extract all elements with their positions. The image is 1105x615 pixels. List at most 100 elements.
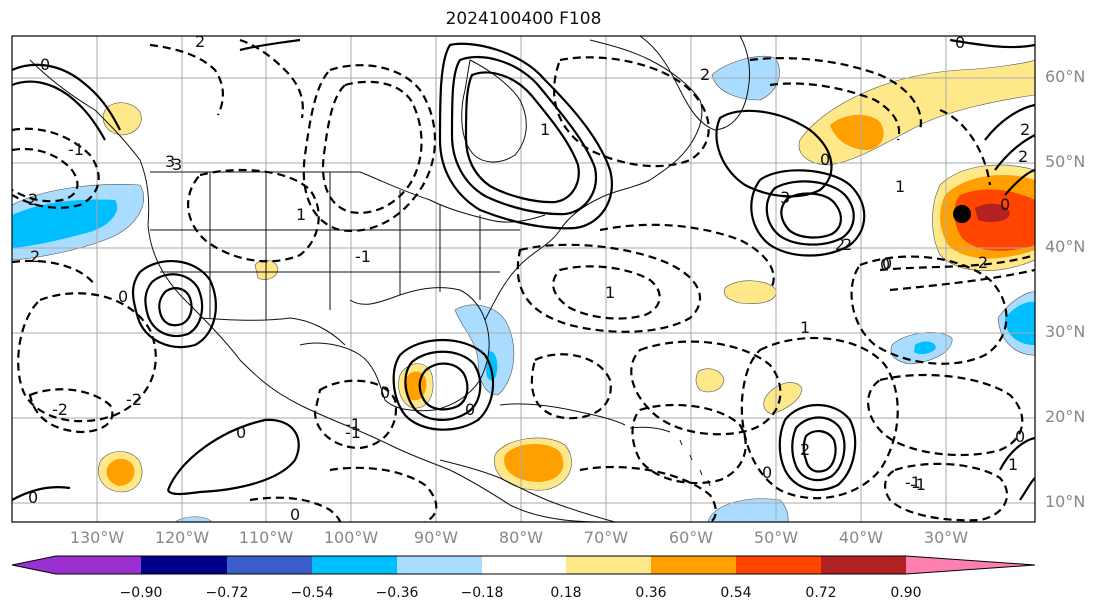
contour-neg [516, 243, 701, 333]
contour-pos [239, 38, 301, 52]
colorbar-bin [141, 556, 227, 574]
colorbar-bin [227, 556, 312, 574]
contour-neg [749, 57, 923, 131]
contour-label: 0 [465, 400, 475, 419]
colorbar-tick: −0.72 [205, 585, 249, 601]
colorbar-outline [11, 555, 1036, 575]
contour-neg [186, 168, 320, 263]
contour-label: 1 [800, 318, 810, 337]
warm-patch-caribbean-core [504, 444, 564, 482]
cool-patch-florida-core [486, 351, 498, 381]
warm-patch-pacific-south-core [106, 458, 135, 486]
warm-patch-mid-south [763, 382, 803, 415]
contour-label: 2 [1020, 120, 1030, 139]
contour-neg [12, 147, 79, 203]
contour-pos [750, 169, 866, 257]
lon-label-30w: 30°W [923, 528, 969, 547]
colorbar-bin [651, 556, 736, 574]
contour-label: -1 [345, 415, 361, 434]
contour-label: 0 [882, 254, 892, 273]
lat-label-10n: 10°N [1045, 492, 1086, 511]
colorbar-tick: 0.54 [720, 585, 752, 601]
lon-label-90w: 90°W [413, 528, 459, 547]
contour-neg [329, 466, 438, 522]
lon-label-70w: 70°W [583, 528, 629, 547]
contour-label: 1 [296, 205, 306, 224]
contour-label: 0 [28, 488, 38, 507]
cool-patch-south [707, 498, 789, 522]
contour-pos [144, 273, 204, 338]
central-america [439, 459, 616, 522]
contour-pos [715, 109, 833, 198]
contour-label: 0 [1000, 195, 1010, 214]
cool-patch-central-atlantic-core [914, 341, 936, 355]
lat-label-20n: 20°N [1045, 407, 1086, 426]
colorbar-low-extension [12, 556, 56, 574]
lon-label-50w: 50°W [753, 528, 799, 547]
contour-label: 0 [1015, 427, 1025, 446]
state-lines-2 [150, 229, 520, 273]
lon-label-110w: 110°W [238, 528, 294, 547]
contour-label: 0 [380, 383, 390, 402]
contour-neg [322, 80, 423, 214]
contour-pos [1004, 168, 1035, 196]
contour-pos [778, 403, 857, 492]
mexico-border [199, 317, 346, 346]
contour-label: 2 [835, 235, 845, 254]
contour-label: -1 [905, 473, 921, 492]
contour-pos [418, 362, 469, 411]
anomaly-shading [12, 55, 1035, 522]
lon-label-40w: 40°W [838, 528, 884, 547]
contour-neg [740, 336, 899, 500]
contour-label: 0 [955, 33, 965, 52]
contour-pos [949, 38, 1035, 49]
contour-neg [579, 465, 717, 522]
warm-patch-bc [102, 102, 142, 136]
colorbar-bin [56, 556, 141, 574]
contour-pos [984, 103, 1035, 141]
contour-neg [850, 255, 1008, 365]
contour-pos [438, 42, 613, 230]
contour-label: 0 [290, 505, 300, 524]
contour-neg [631, 403, 747, 485]
contour-label: 0 [118, 287, 128, 306]
contour-pos [131, 260, 217, 349]
contour-neg [249, 496, 342, 522]
lat-label-60n: 60°N [1045, 67, 1086, 86]
contour-neg [553, 56, 710, 168]
contour-neg [939, 108, 992, 186]
contour-neg [599, 223, 775, 291]
lat-label-40n: 40°N [1045, 237, 1086, 256]
pacific-coast [29, 59, 601, 522]
contour-label: 2 [978, 253, 988, 272]
warm-patch-east-darkred [975, 203, 1010, 222]
contour-label: 1 [605, 283, 615, 302]
colorbar-tick: 0.18 [550, 585, 582, 601]
contour-pos [392, 339, 495, 431]
contour-neg [552, 265, 661, 320]
contour-neg [769, 82, 901, 141]
contour-pos [1019, 477, 1035, 501]
lat-label-50n: 50°N [1045, 152, 1086, 171]
colorbar-tick: 0.90 [890, 585, 922, 601]
contour-label: 2 [28, 190, 38, 209]
contour-label: 0 [236, 423, 246, 442]
contour-neg [12, 259, 96, 286]
colorbar [11, 555, 1036, 575]
colorbar-tick: 0.72 [805, 585, 837, 601]
contour-label: -1 [355, 247, 371, 266]
cuba [499, 403, 626, 426]
contour-label: 2 [195, 32, 205, 51]
contour-pos [464, 71, 580, 204]
warm-patch-north-atlantic-core [830, 114, 884, 150]
colorbar-bin [566, 556, 651, 574]
contour-pos [404, 350, 482, 421]
lon-label-120w: 120°W [154, 528, 210, 547]
map-title: 2024100400 F108 [445, 9, 602, 29]
contour-label: 3 [172, 155, 182, 174]
contour-label: -1 [910, 475, 926, 494]
contour-neg [12, 127, 100, 209]
contour-labels: 0 2 3 1 2 0 0 1 2 3 0 1 1 2 0 -1 -1 0 0 … [28, 32, 1030, 524]
contour-label: 0 [820, 150, 830, 169]
lon-label-80w: 80°W [498, 528, 544, 547]
